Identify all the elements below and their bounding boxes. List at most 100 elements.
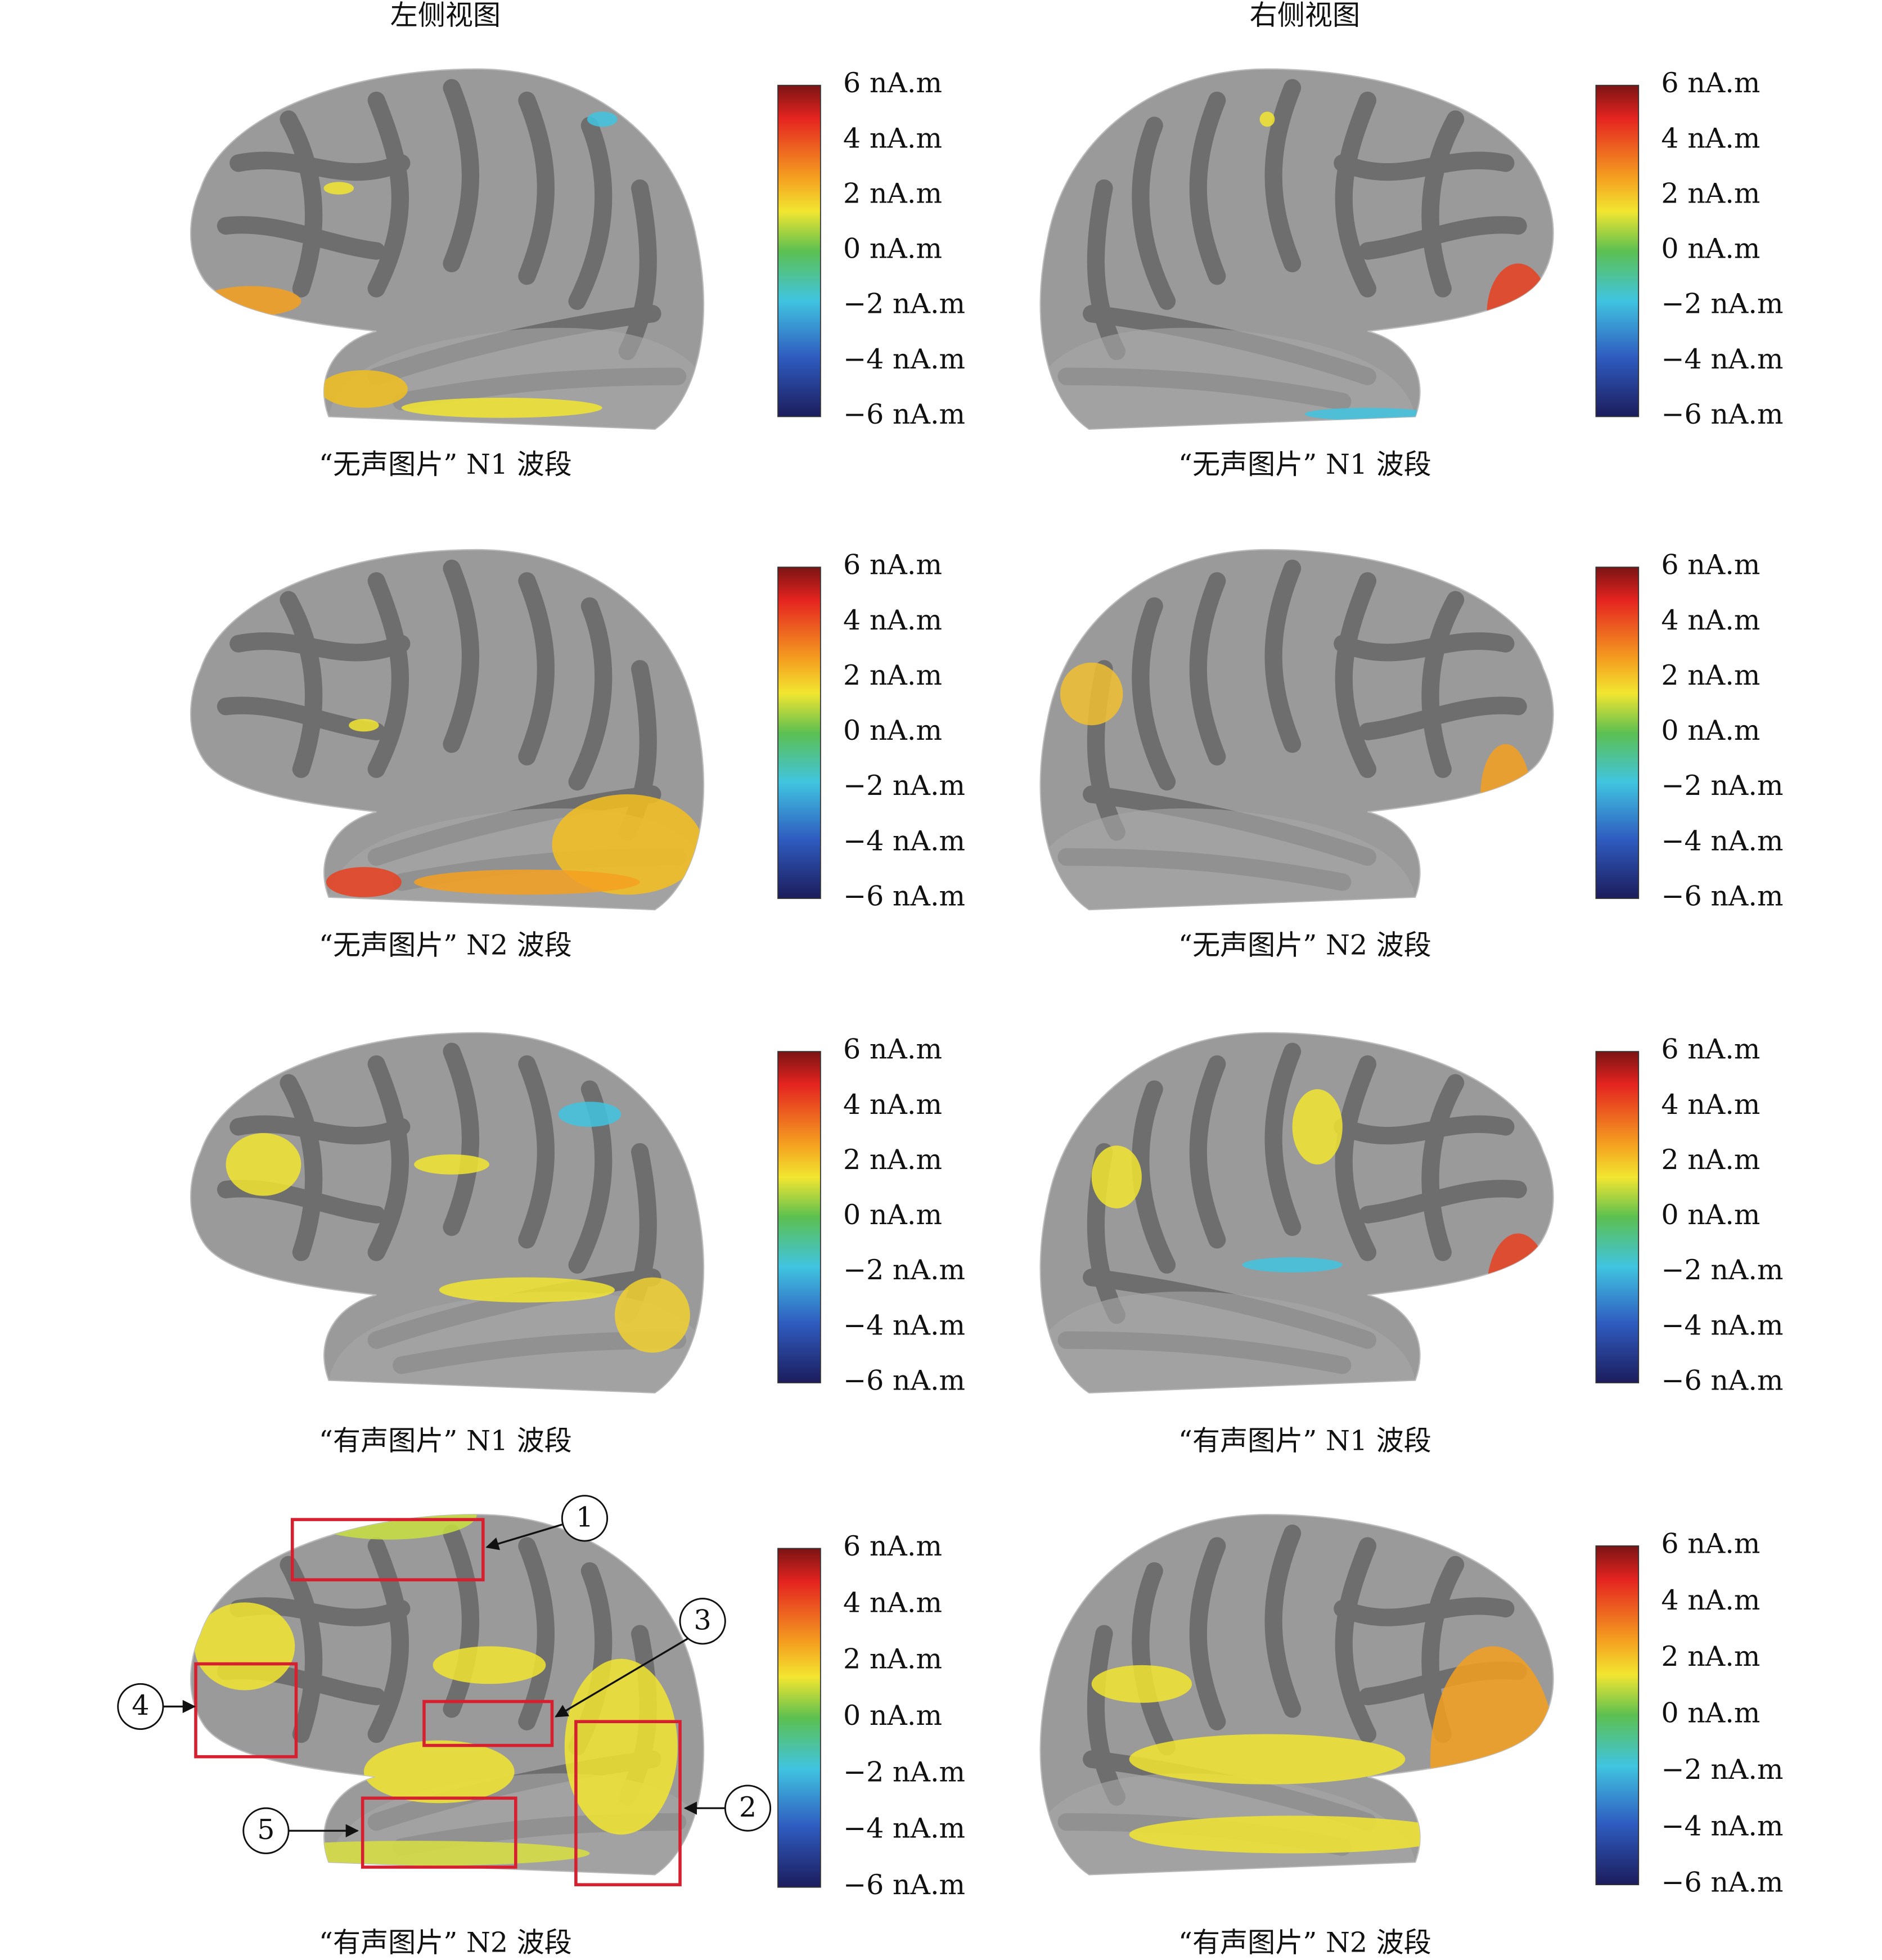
colorbar-label: 4 nA.m	[843, 1088, 942, 1121]
activation	[1304, 407, 1430, 421]
callout-number: 1	[576, 1501, 593, 1534]
activation	[323, 182, 354, 195]
highlight-box	[574, 1720, 682, 1886]
sulcus	[1189, 91, 1226, 285]
colorbar-label: −6 nA.m	[843, 1364, 965, 1396]
sulcus	[443, 79, 480, 273]
activation	[1493, 1746, 1543, 1847]
sulcus	[1335, 572, 1377, 778]
sulcus	[229, 1115, 411, 1145]
sulcus	[1264, 559, 1302, 753]
activation	[1430, 1646, 1554, 1872]
colorbar-label: −6 nA.m	[1661, 1866, 1783, 1899]
brain-map	[190, 549, 705, 911]
colorbar	[1595, 1545, 1640, 1886]
sulcus	[1358, 216, 1527, 260]
sulcus	[1421, 110, 1465, 298]
colorbar-label: 6 nA.m	[1661, 1033, 1760, 1066]
colorbar	[777, 567, 821, 899]
brain-detail	[1041, 1042, 1550, 1393]
colorbar-label: −2 nA.m	[1661, 287, 1783, 320]
sulcus	[1189, 1055, 1226, 1249]
sulcus	[367, 572, 409, 778]
activation	[1464, 834, 1510, 880]
colorbar-label: −6 nA.m	[1661, 398, 1783, 430]
activation	[1487, 263, 1550, 364]
temporal-lobe	[328, 1291, 703, 1393]
colorbar-label: 2 nA.m	[843, 1643, 942, 1675]
activation	[1480, 744, 1531, 845]
colorbar-label: 2 nA.m	[1661, 177, 1760, 209]
activation	[1091, 1145, 1142, 1208]
column-header: 左侧视图	[390, 0, 501, 32]
sulcus	[1335, 1537, 1377, 1743]
sulcus	[1264, 1042, 1302, 1237]
colorbar-label: 0 nA.m	[843, 714, 942, 747]
sulcus	[1189, 572, 1226, 766]
activation	[238, 1841, 590, 1866]
callout-arrow	[555, 1638, 688, 1718]
colorbar-label: −2 nA.m	[1661, 1253, 1783, 1286]
brain-detail	[217, 559, 703, 910]
column-header: 右侧视图	[1250, 0, 1360, 32]
colorbar-label: −4 nA.m	[1661, 343, 1783, 375]
colorbar-label: 2 nA.m	[1661, 1143, 1760, 1176]
colorbar-label: 2 nA.m	[843, 659, 942, 691]
colorbar	[1595, 1051, 1640, 1383]
colorbar-label: 2 nA.m	[843, 177, 942, 209]
colorbar-label: −4 nA.m	[843, 1309, 965, 1341]
colorbar-label: −2 nA.m	[843, 1253, 965, 1286]
activation	[1091, 1665, 1192, 1703]
colorbar-label: 0 nA.m	[843, 1198, 942, 1231]
colorbar-label: 4 nA.m	[843, 604, 942, 636]
colorbar-label: 2 nA.m	[1661, 659, 1760, 691]
colorbar-label: 6 nA.m	[843, 1033, 942, 1066]
activation	[1259, 111, 1275, 127]
panel-caption: “有声图片” N2 波段	[319, 1926, 572, 1959]
colorbar	[777, 84, 821, 417]
panel-caption: “无声图片” N1 波段	[1178, 448, 1431, 480]
activation	[414, 1154, 489, 1175]
sulcus	[1358, 696, 1527, 740]
sulcus	[280, 1074, 323, 1261]
activation	[1129, 1734, 1406, 1784]
temporal-lobe	[1041, 808, 1416, 910]
colorbar-label: −6 nA.m	[843, 880, 965, 912]
sulcus	[443, 1042, 480, 1237]
activation	[587, 111, 618, 127]
activation	[1292, 1089, 1343, 1165]
activation	[558, 1102, 622, 1127]
colorbar-label: −2 nA.m	[843, 1755, 965, 1788]
sulcus	[1087, 1625, 1125, 1806]
brain-detail	[1041, 79, 1550, 429]
highlight-box	[422, 1700, 554, 1747]
colorbar-label: 0 nA.m	[1661, 1697, 1760, 1729]
callout-number: 2	[739, 1791, 757, 1823]
sulcus	[518, 1055, 555, 1249]
activation	[226, 1133, 301, 1196]
activation	[439, 1277, 615, 1303]
colorbar-label: 6 nA.m	[843, 549, 942, 581]
colorbar-label: 6 nA.m	[1661, 1527, 1760, 1559]
colorbar-label: 2 nA.m	[843, 1143, 942, 1176]
brain-map	[190, 1032, 705, 1393]
colorbar-label: 4 nA.m	[1661, 604, 1760, 636]
panel-caption: “无声图片” N2 波段	[1178, 929, 1431, 961]
activation	[1242, 1257, 1343, 1273]
panel-caption: “有声图片” N1 波段	[319, 1424, 572, 1457]
sulcus	[1264, 79, 1302, 273]
brain-map	[1039, 1514, 1554, 1876]
activation	[363, 1740, 515, 1804]
colorbar-label: 2 nA.m	[1661, 1640, 1760, 1673]
temporal-lobe	[1041, 1291, 1416, 1393]
brain-map	[1039, 68, 1554, 430]
brain-map	[1039, 549, 1554, 911]
sulcus	[280, 110, 323, 298]
colorbar-label: −4 nA.m	[1661, 1309, 1783, 1341]
brain-detail	[217, 1042, 703, 1393]
sulcus	[618, 179, 657, 361]
highlight-box	[290, 1518, 485, 1581]
colorbar-label: −4 nA.m	[843, 343, 965, 375]
activation	[1129, 1815, 1456, 1854]
sulcus	[367, 1537, 409, 1743]
